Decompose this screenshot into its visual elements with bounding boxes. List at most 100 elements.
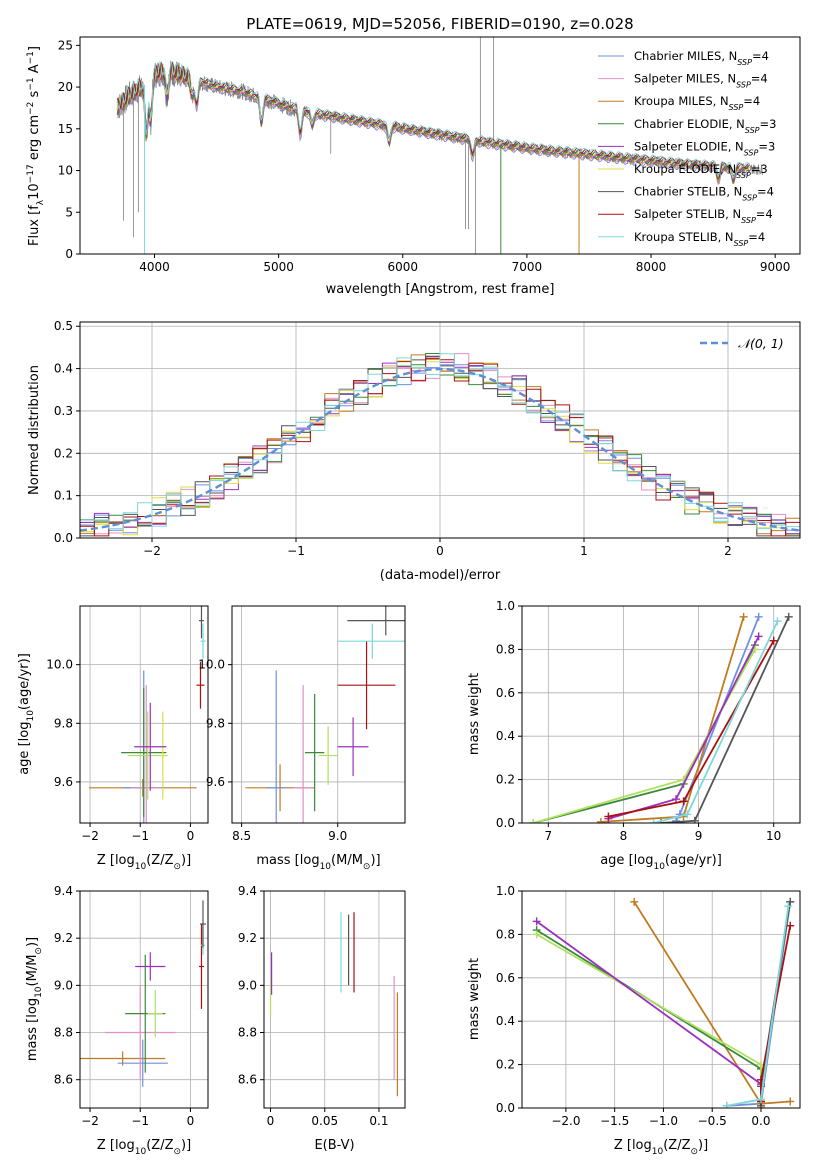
massweight_vs_age-axes: 7 8 9 10 0.0 0.2 0.4 0.6 0.8 1.0 <box>496 599 801 843</box>
massweight_vs_age-xtick-label: 10 <box>766 829 781 843</box>
legend-text: Salpeter MILES, N <box>634 72 736 86</box>
legend-text: Kroupa MILES, N <box>634 94 729 108</box>
mass_vs_z-frame <box>79 890 209 1109</box>
age-vs-z-ylabel-part: log <box>17 722 32 742</box>
residuals-ytick-label: 0.2 <box>54 446 73 460</box>
spectrum-legend-label: Salpeter ELODIE, NSSP=3 <box>634 139 775 157</box>
massweight-vs-age-xlabel-part: (age/yr)] <box>665 853 722 868</box>
spectrum-xtick-label: 9000 <box>760 260 791 274</box>
legend-sub: SSP <box>745 125 760 134</box>
mass_vs_z-ytick-label: 8.8 <box>54 1026 73 1040</box>
age_vs_mass-axes: 8.5 9.0 9.6 9.8 10.0 <box>198 605 406 843</box>
residuals-ytick-label: 0.3 <box>54 404 73 418</box>
mass-vs-z-xlabel-part: log <box>115 1138 135 1153</box>
massweight_vs_z-ytick-label: 0.6 <box>496 971 515 985</box>
age-vs-z-ylabel: age [log10(age/yr)] <box>17 653 36 775</box>
massweight_vs_z-xtick-label: −2.0 <box>551 1114 580 1128</box>
mass_vs_ebv-ytick-label: 8.6 <box>238 1073 257 1087</box>
age-vs-z-ylabel-part: 10 <box>26 710 36 722</box>
age-vs-z-ylabel-part: (age/yr)] <box>17 653 32 710</box>
residuals-axes: −2 −1 0 1 2 0.0 0.1 0.2 0.3 0.4 0.5 <box>54 319 801 558</box>
age-vs-mass-xlabel-part: )] <box>370 853 380 868</box>
legend-value: =3 <box>760 117 777 131</box>
massweight_vs_age-xtick-label: 9 <box>695 829 703 843</box>
spectrum-xtick-label: 6000 <box>387 260 418 274</box>
massweight-vs-age-xlabel-part: log <box>634 853 654 868</box>
age-vs-mass-xlabel-part: mass [ <box>256 853 299 868</box>
massweight-vs-age-xlabel-part: age [ <box>600 853 633 868</box>
age_vs_mass-xtick-label: 9.0 <box>328 829 347 843</box>
mass_vs_ebv-ytick-label: 9.2 <box>238 931 257 945</box>
age_vs_z-xtick-label: −2 <box>81 829 99 843</box>
age_vs_mass-plot <box>245 606 405 823</box>
massweight_vs_z-ytick-label: 0.8 <box>496 927 515 941</box>
spectrum-ylabel-part: 10 <box>27 183 42 200</box>
age_vs_mass-xtick-label: 8.5 <box>232 829 251 843</box>
mass_vs_ebv-xtick-label: 0.1 <box>369 1114 388 1128</box>
spectrum-ylabel-part: −1 <box>26 77 36 90</box>
age_vs_z-axes: −2 −1 0 9.6 9.8 10.0 <box>46 605 209 843</box>
spectrum-ylabel-part: ] <box>27 46 42 51</box>
massweight_vs_age-ytick-label: 0.0 <box>496 816 515 830</box>
mass_vs_z-ytick-label: 9.4 <box>54 884 73 898</box>
legend-value: =4 <box>751 72 768 86</box>
legend-sub: SSP <box>734 238 749 247</box>
mass_vs_z-xtick-label: −2 <box>81 1114 99 1128</box>
spectrum-legend-label: Kroupa ELODIE, NSSP=3 <box>634 162 768 180</box>
age-vs-mass-xlabel: mass [log10(M/M⊙)] <box>256 853 380 872</box>
legend-value: =4 <box>756 207 773 221</box>
age-vs-mass-xlabel-part: (M/M <box>331 853 363 868</box>
massweight-vs-z-ylabel: mass weight <box>467 958 482 1040</box>
legend-value: =3 <box>758 139 775 153</box>
legend-sub: SSP <box>729 103 744 112</box>
spectrum-legend-label: Chabrier MILES, NSSP=4 <box>634 49 769 67</box>
mass-vs-z-xlabel-part: )] <box>181 1138 191 1153</box>
spectrum-ylabel-part: erg cm <box>27 115 42 164</box>
massweight_vs_z-xtick-label: −1.5 <box>600 1114 629 1128</box>
spectrum-model-kroupa_stelib <box>116 60 751 179</box>
spectrum-xtick-label: 7000 <box>512 260 543 274</box>
residuals-ytick-label: 0.1 <box>54 489 73 503</box>
age_vs_z-ytick-label: 10.0 <box>46 658 73 672</box>
legend-sub: SSP <box>736 80 751 89</box>
residuals-xtick-label: −2 <box>143 544 161 558</box>
spectrum-legend-label: Salpeter STELIB, NSSP=4 <box>634 207 773 225</box>
mass-vs-z-ylabel-part: mass [ <box>25 1018 40 1061</box>
legend-text: Kroupa STELIB, N <box>634 230 734 244</box>
age_vs_mass-frame <box>231 605 406 824</box>
legend-sub: SSP <box>737 58 752 67</box>
legend-text: Salpeter ELODIE, N <box>634 139 744 153</box>
massweight_vs_z-ytick-label: 1.0 <box>496 884 515 898</box>
massweight-vs-age-xlabel-part: 10 <box>653 862 665 872</box>
mass_vs_ebv-plot <box>269 912 399 1097</box>
spectrum-ytick-label: 0 <box>65 247 73 261</box>
massweight_vs_z-line-chabrier_elodie <box>536 929 762 1108</box>
massweight-vs-z-xlabel-part: )] <box>698 1138 708 1153</box>
age_vs_mass-ytick-label: 9.6 <box>206 775 225 789</box>
age-vs-z-xlabel-part: (Z/Z <box>146 853 173 868</box>
age_vs_mass-ytick-label: 10.0 <box>198 658 225 672</box>
residuals-xlabel: (data-model)/error <box>380 568 501 583</box>
spectrum-ytick-label: 20 <box>58 80 73 94</box>
mass-vs-z-xlabel-part: (Z/Z <box>146 1138 173 1153</box>
massweight_vs_age-line-salpeter_elodie <box>608 635 760 820</box>
age_vs_mass-ytick-label: 9.8 <box>206 716 225 730</box>
spectrum-xlabel: wavelength [Angstrom, rest frame] <box>326 282 555 297</box>
mass-vs-z-ylabel-part: 10 <box>34 986 44 998</box>
legend-sub: SSP <box>741 216 756 225</box>
spectrum-ytick-label: 5 <box>65 205 73 219</box>
legend-text: Chabrier ELODIE, N <box>634 117 745 131</box>
age-vs-z-xlabel-part: Z [ <box>97 853 115 868</box>
figure-title: PLATE=0619, MJD=52056, FIBERID=0190, z=0… <box>246 15 633 33</box>
age-vs-z-xlabel: Z [log10(Z/Z⊙)] <box>97 853 191 872</box>
legend-value: =4 <box>752 49 769 63</box>
age-vs-z-xlabel-part: ⊙ <box>173 862 181 872</box>
residuals-plot <box>80 353 800 537</box>
spectrum-legend-label: Chabrier STELIB, NSSP=4 <box>634 185 774 203</box>
massweight_vs_z-plot <box>532 897 795 1108</box>
massweight_vs_z-xtick-label: −1.0 <box>649 1114 678 1128</box>
massweight_vs_age-xtick-label: 8 <box>620 829 628 843</box>
massweight_vs_age-ytick-label: 0.8 <box>496 642 515 656</box>
age-vs-z-ylabel-part: age [ <box>17 741 32 774</box>
